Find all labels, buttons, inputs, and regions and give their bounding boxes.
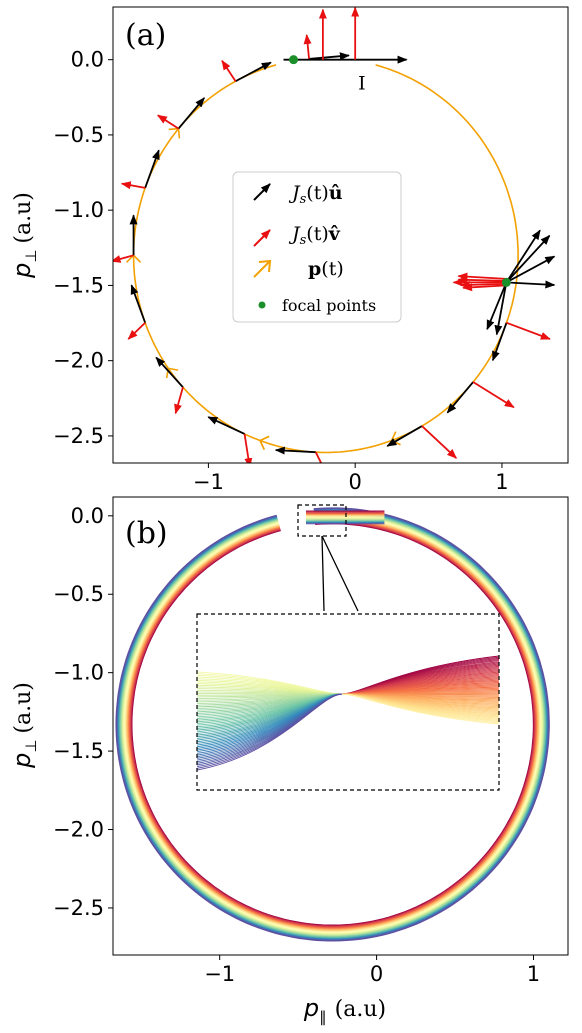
panel-a-ytick-label: −2.5 — [53, 424, 104, 448]
zoom-connector-right — [321, 535, 359, 612]
u-arrow — [491, 322, 508, 362]
panel-a-ylabel: p⊥ (a.u) — [8, 192, 40, 279]
panel-b-ylabel: p⊥ (a.u) — [8, 682, 40, 769]
panel-b-ylabel-unit: (a.u) — [11, 682, 36, 733]
panel-b-frame — [112, 496, 569, 956]
panel-a-ytick-label: −1.5 — [53, 273, 104, 297]
legend-focal-swatch — [258, 301, 266, 309]
legend-frame — [232, 171, 402, 323]
v-arrow — [457, 275, 507, 284]
trajectory-direction-chevron — [258, 435, 270, 450]
v-arrow — [113, 254, 134, 263]
v-arrow — [303, 34, 312, 60]
panel-a-ytick-label: −2.0 — [53, 349, 104, 373]
focal-point — [289, 55, 299, 65]
panel-b-ylabel-sub: ⊥ — [22, 740, 40, 753]
zoom-connector-left — [321, 535, 325, 612]
panel-a-frame — [112, 6, 569, 464]
legend-v-swatch — [253, 229, 271, 247]
u-arrow — [505, 229, 541, 283]
u-arrow — [505, 234, 551, 284]
legend-p-label: p(t) — [308, 258, 344, 280]
panel-a-ytick-label: −0.5 — [53, 123, 104, 147]
panel-a-xtick-label: 1 — [495, 470, 508, 494]
zoom-region-box — [297, 504, 347, 537]
legend-u-swatch — [253, 183, 271, 201]
panel-b-ytick-label: 0.0 — [71, 504, 104, 528]
v-arrow — [421, 425, 458, 459]
legend: Js(t)û Js(t)v̂ p(t) focal points — [232, 171, 402, 323]
u-arrow — [386, 425, 423, 447]
v-arrow — [127, 322, 146, 340]
panel-a-ylabel-main: p — [8, 263, 36, 279]
panel-b-ytick-label: −1.5 — [53, 739, 104, 763]
panel-b-ylabel-main: p — [8, 753, 36, 769]
legend-focal-label: focal points — [282, 296, 376, 315]
v-arrow — [462, 283, 507, 292]
panel-a-ylabel-sub: ⊥ — [22, 250, 40, 263]
panel-b-xtick-label: −1 — [204, 962, 235, 986]
panel-b-xlabel-sub: ∥ — [319, 1008, 327, 1026]
panel-b-xlabel: p∥ (a.u) — [303, 994, 386, 1026]
u-arrow — [505, 255, 556, 284]
u-arrow — [308, 52, 350, 61]
u-arrow — [494, 282, 508, 336]
inset-frame — [196, 613, 500, 791]
panel-a-ytick-label: −1.0 — [53, 198, 104, 222]
panel-b-xlabel-main: p — [303, 994, 319, 1022]
legend-u-label: Js(t)û — [288, 182, 343, 207]
legend-p-swatch-chevron — [258, 259, 272, 273]
focal-point — [501, 277, 511, 287]
zoom-inset — [196, 504, 500, 791]
v-arrow — [459, 280, 507, 289]
u-arrow — [177, 97, 205, 130]
inset-right-curve — [341, 693, 499, 725]
trajectory-direction-chevron — [165, 367, 179, 379]
panel-b-xtick-label: 0 — [370, 962, 383, 986]
panel-a-xtick-label: 0 — [348, 470, 361, 494]
u-arrow — [130, 284, 146, 324]
panel-a-ylabel-unit: (a.u) — [11, 192, 36, 243]
u-arrow — [207, 416, 245, 435]
panel-b: (b) −1 0 1 0.0−0.5−1.0−1.5−2.0−2.5 p⊥(a.u)… — [8, 496, 569, 1026]
v-arrow — [157, 114, 180, 130]
panel-a-label: (a) — [125, 18, 166, 53]
v-arrow — [174, 386, 184, 415]
panel-a: I (a) −1 0 1 0.0 −0.5 −1.0 −1.5 −2.0 −2.5 p⊥ (a.… — [8, 6, 569, 494]
legend-p-swatch-line — [253, 260, 271, 278]
panel-b-ytick-label: −0.5 — [53, 582, 104, 606]
panel-b-ytick-label: −2.5 — [53, 896, 104, 920]
v-arrow — [472, 381, 515, 409]
v-arrow — [314, 451, 323, 463]
panel-b-xlabel-unit: (a.u) — [335, 997, 386, 1022]
u-arrow — [446, 381, 474, 414]
panel-a-ytick-label: 0.0 — [71, 48, 104, 72]
panel-b-xtick-label: 1 — [527, 962, 540, 986]
v-arrow — [221, 59, 237, 82]
panel-b-ytick-label: −1.0 — [53, 661, 104, 685]
inset-left-curve — [197, 693, 343, 771]
u-arrow — [486, 282, 508, 331]
panel-b-label: (b) — [125, 516, 168, 551]
v-arrow — [120, 181, 146, 190]
trajectory-band-curve — [115, 507, 550, 942]
v-arrow — [506, 321, 551, 340]
u-arrow — [235, 61, 272, 83]
legend-v-label: Js(t)v̂ — [288, 223, 341, 248]
annotation-I: I — [358, 73, 366, 95]
u-arrow — [144, 149, 160, 189]
panel-b-ytick-label: −2.0 — [53, 818, 104, 842]
u-arrow — [155, 356, 184, 388]
u-arrow — [274, 446, 316, 455]
v-arrow — [243, 433, 253, 463]
u-arrow — [506, 280, 556, 289]
panel-a-xtick-label: −1 — [193, 470, 224, 494]
v-arrow — [457, 272, 507, 281]
